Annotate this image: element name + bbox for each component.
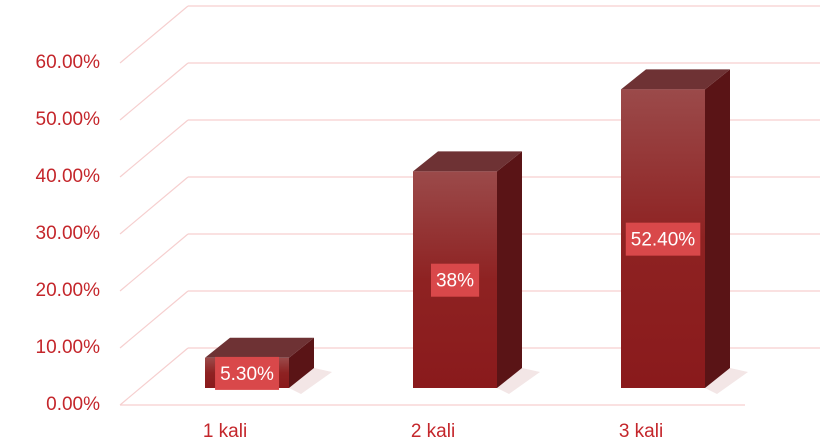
data-label-box [430,263,480,297]
y-tick-label: 0.00% [46,394,100,415]
data-label: 38% [436,271,474,292]
grid-line [119,347,189,406]
data-label-box [215,356,280,390]
x-tick-label: 3 kali [619,421,663,442]
bar-shadow [497,368,540,394]
grid-line [119,290,189,349]
bar-side [705,69,730,388]
y-tick-label: 10.00% [36,337,101,358]
grid-line [119,5,189,64]
data-label: 5.30% [220,364,274,385]
y-tick-label: 30.00% [36,223,101,244]
data-label-box [625,222,701,256]
y-tick-label: 50.00% [36,109,101,130]
grid-line [119,176,189,235]
bar-top [205,337,314,358]
bar-shadow [705,368,748,394]
data-label: 52.40% [631,230,696,251]
x-tick-label: 1 kali [203,421,247,442]
bar-top [413,151,522,172]
grid-line [119,119,189,178]
grid-line [119,62,189,121]
y-tick-label: 40.00% [36,166,101,187]
bar-top [621,69,730,90]
bar-side [497,151,522,388]
x-tick-label: 2 kali [411,421,455,442]
bar-shadow [289,368,332,394]
y-tick-label: 20.00% [36,280,101,301]
bar-side [289,337,314,388]
y-tick-label: 60.00% [36,52,101,73]
grid-line [119,233,189,292]
